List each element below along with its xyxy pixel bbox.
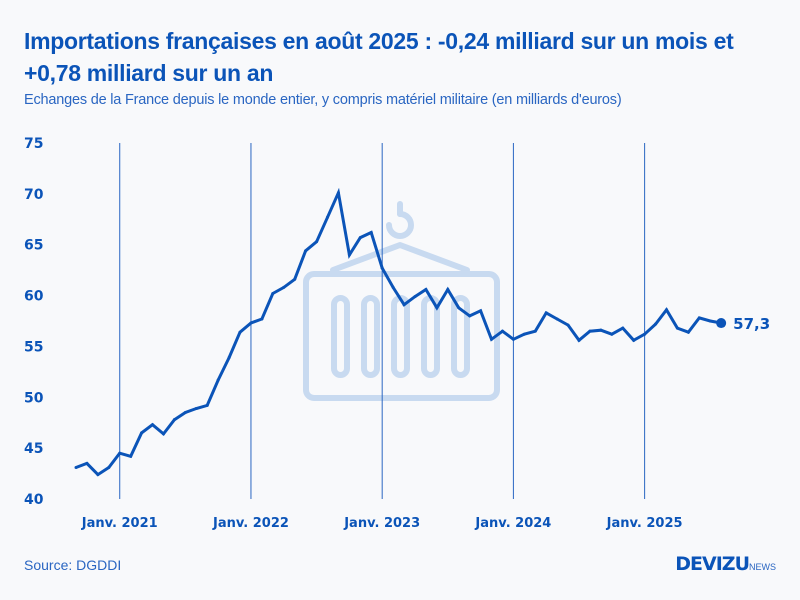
- x-tick-label: Janv. 2025: [606, 516, 683, 531]
- data-point: [161, 432, 165, 436]
- data-point: [522, 332, 526, 336]
- source-note: Source: DGDDI: [24, 557, 122, 573]
- y-tick-label: 65: [24, 238, 43, 254]
- data-point: [315, 240, 319, 244]
- series-line-importations: [75, 187, 722, 477]
- data-point: [304, 249, 308, 253]
- data-point: [107, 465, 111, 469]
- data-point: [544, 311, 548, 315]
- data-point: [227, 356, 231, 360]
- data-point: [249, 321, 253, 325]
- data-point: [413, 295, 417, 299]
- data-point: [151, 423, 155, 427]
- data-point: [435, 306, 439, 310]
- y-tick-label: 70: [24, 187, 44, 203]
- x-tick-label: Janv. 2021: [81, 516, 158, 531]
- data-point: [326, 215, 330, 219]
- data-point: [566, 323, 570, 327]
- data-point: [358, 236, 362, 240]
- devizu-logo: DEVIZUNEWS: [675, 553, 776, 575]
- x-tick-label: Janv. 2022: [212, 516, 289, 531]
- data-point: [511, 337, 515, 341]
- data-point: [172, 418, 176, 422]
- logo-brand: DEVIZU: [675, 553, 750, 575]
- data-point: [282, 285, 286, 289]
- data-point: [194, 406, 198, 410]
- data-point: [610, 332, 614, 336]
- data-point: [664, 308, 668, 312]
- data-point: [129, 454, 133, 458]
- data-point: [369, 231, 373, 235]
- data-point: [96, 473, 100, 477]
- data-point: [271, 292, 275, 296]
- data-point: [621, 326, 625, 330]
- data-point: [555, 317, 559, 321]
- y-tick-label: 50: [24, 390, 44, 406]
- data-point: [577, 338, 581, 342]
- data-point: [697, 316, 701, 320]
- y-tick-label: 60: [24, 289, 44, 305]
- data-point: [457, 306, 461, 310]
- data-point: [479, 309, 483, 313]
- data-point: [118, 451, 122, 455]
- data-point: [293, 277, 297, 281]
- data-point: [183, 411, 187, 415]
- data-point: [446, 287, 450, 291]
- data-point: [205, 403, 209, 407]
- data-point: [632, 338, 636, 342]
- y-tick-label: 40: [24, 492, 44, 508]
- data-point: [500, 329, 504, 333]
- end-value-label: 57,3: [733, 315, 770, 333]
- logo-suffix: NEWS: [749, 562, 776, 572]
- data-point: [260, 317, 264, 321]
- y-tick-label: 75: [24, 136, 43, 152]
- data-point: [74, 465, 78, 469]
- chart-subtitle: Echanges de la France depuis le monde en…: [24, 92, 622, 108]
- data-point: [85, 461, 89, 465]
- data-point: [402, 303, 406, 307]
- data-point: [675, 326, 679, 330]
- x-tick-label: Janv. 2023: [343, 516, 420, 531]
- data-point: [643, 332, 647, 336]
- data-point: [238, 330, 242, 334]
- data-point: [490, 337, 494, 341]
- data-point: [391, 285, 395, 289]
- data-point: [140, 431, 144, 435]
- y-tick-label: 55: [24, 339, 43, 355]
- y-tick-label: 45: [24, 441, 43, 457]
- data-point: [347, 253, 351, 257]
- data-point: [468, 314, 472, 318]
- end-point-marker: [716, 318, 727, 329]
- data-point: [380, 266, 384, 270]
- x-tick-label: Janv. 2024: [474, 516, 551, 531]
- data-point: [654, 322, 658, 326]
- data-point: [424, 287, 428, 291]
- data-point: [216, 378, 220, 382]
- data-point: [588, 329, 592, 333]
- chart-title: Importations françaises en août 2025 : -…: [24, 28, 734, 86]
- data-point: [336, 191, 340, 195]
- data-point: [686, 330, 690, 334]
- data-point: [708, 319, 712, 323]
- data-point: [599, 328, 603, 332]
- data-point: [533, 329, 537, 333]
